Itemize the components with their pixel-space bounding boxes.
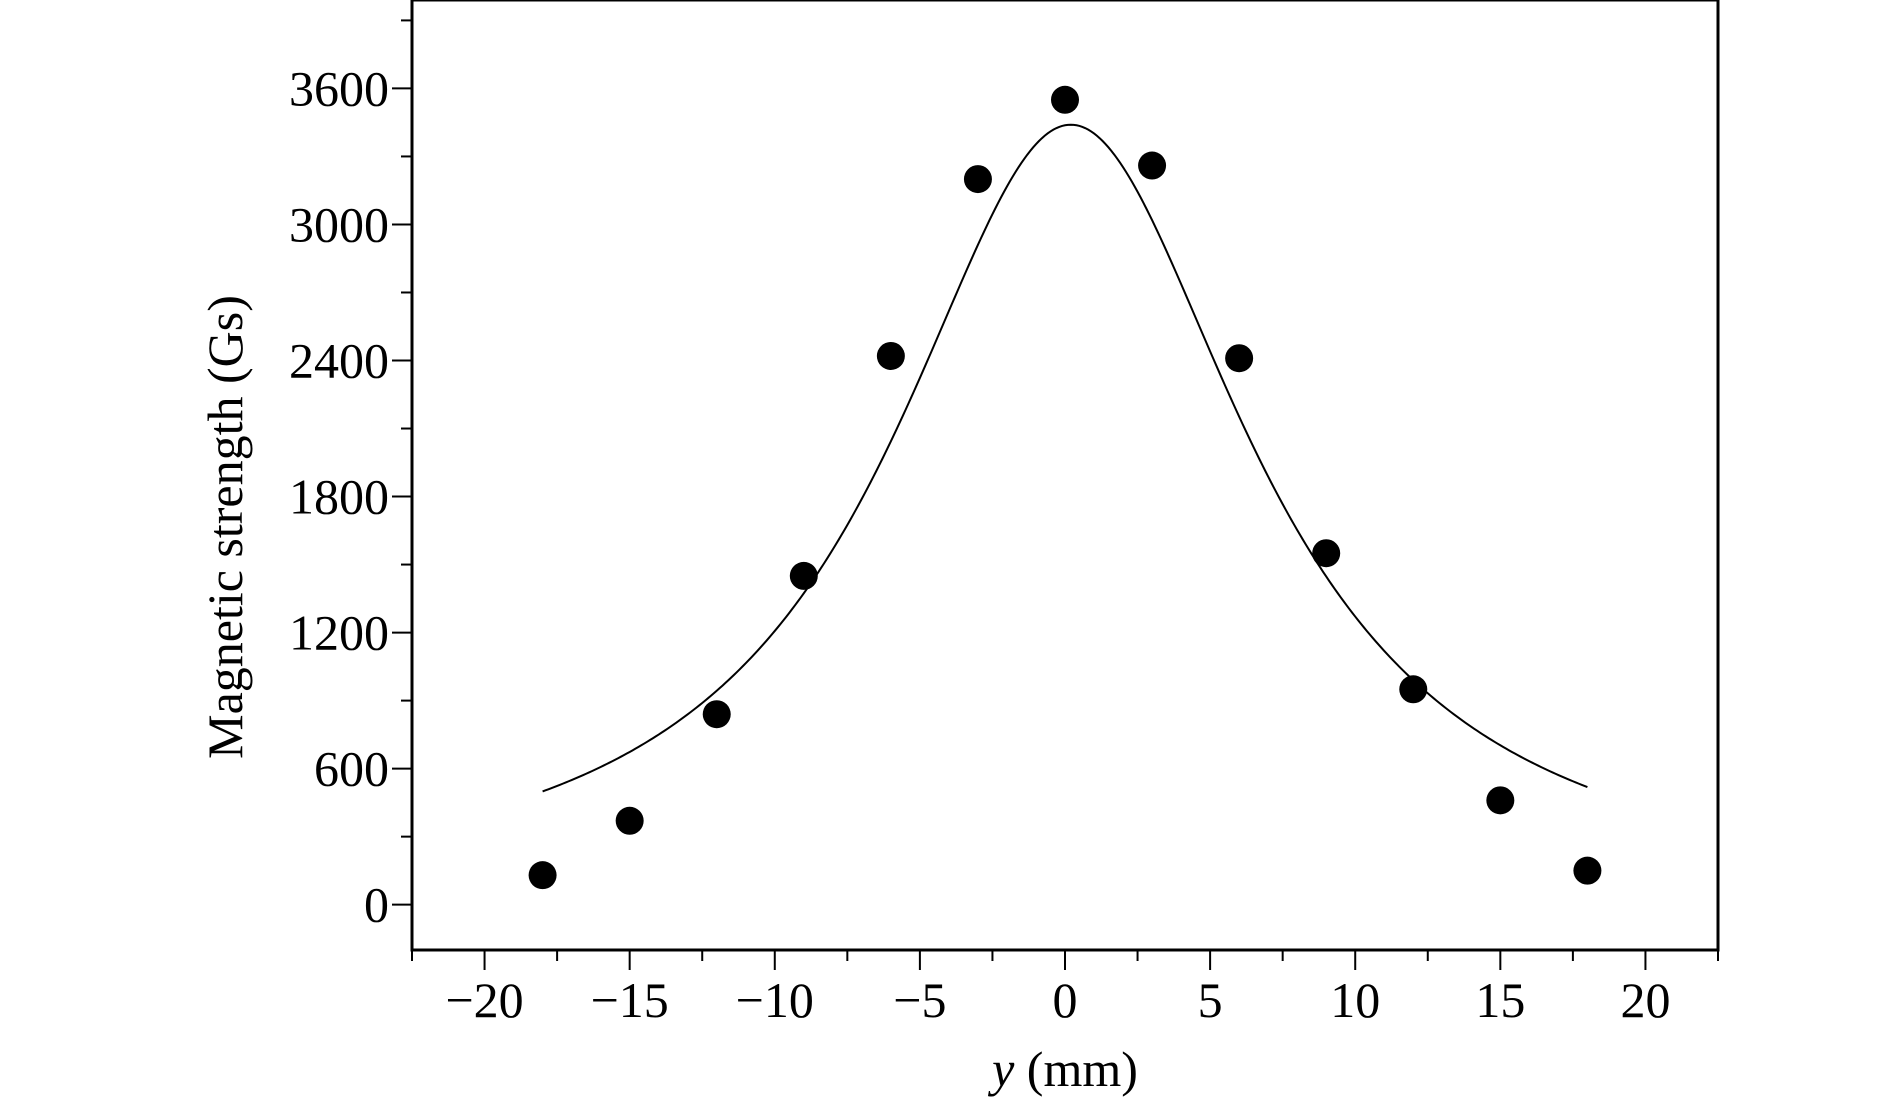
data-point <box>1138 151 1167 180</box>
data-points <box>528 85 1602 890</box>
x-tick-label: −5 <box>893 972 946 1028</box>
y-tick-label: 0 <box>364 877 389 933</box>
x-axis-title-unit: (mm) <box>1014 1041 1138 1097</box>
x-tick-label: 10 <box>1330 972 1380 1028</box>
x-tick-label: 20 <box>1620 972 1670 1028</box>
x-axis-title: y (mm) <box>987 1041 1138 1097</box>
data-point <box>702 700 731 729</box>
y-tick-label: 1800 <box>289 469 389 525</box>
data-point <box>789 561 818 590</box>
x-axis-tick-labels: −20 −15 −10 −5 0 5 10 15 20 <box>445 972 1670 1028</box>
data-point <box>876 341 905 370</box>
x-tick-label: 15 <box>1475 972 1525 1028</box>
data-point <box>1051 85 1079 114</box>
y-tick-label: 2400 <box>289 333 389 389</box>
y-axis-title: Magnetic strength (Gs) <box>197 295 253 759</box>
y-axis-tick-labels: 0 600 1200 1800 2400 3000 3600 <box>289 60 389 932</box>
data-point <box>1225 344 1254 373</box>
x-axis-ticks <box>411 950 1719 970</box>
y-tick-label: 3600 <box>289 60 389 116</box>
fit-curve <box>542 123 1588 793</box>
x-tick-label: −15 <box>591 972 669 1028</box>
y-axis-ticks <box>392 19 412 906</box>
data-point <box>615 806 644 835</box>
y-tick-label: 600 <box>314 741 389 797</box>
data-point <box>1486 786 1515 815</box>
x-tick-label: 0 <box>1053 972 1078 1028</box>
plot-frame <box>410 0 1720 952</box>
x-tick-label: −10 <box>736 972 814 1028</box>
data-point <box>528 861 557 890</box>
data-point <box>963 165 992 194</box>
y-tick-label: 1200 <box>289 605 389 661</box>
data-point <box>1399 675 1428 704</box>
x-axis-title-variable: y <box>987 1041 1015 1097</box>
y-tick-label: 3000 <box>289 196 389 252</box>
x-tick-label: −20 <box>445 972 523 1028</box>
data-point <box>1573 856 1602 885</box>
data-point <box>1312 539 1341 568</box>
x-tick-label: 5 <box>1198 972 1223 1028</box>
